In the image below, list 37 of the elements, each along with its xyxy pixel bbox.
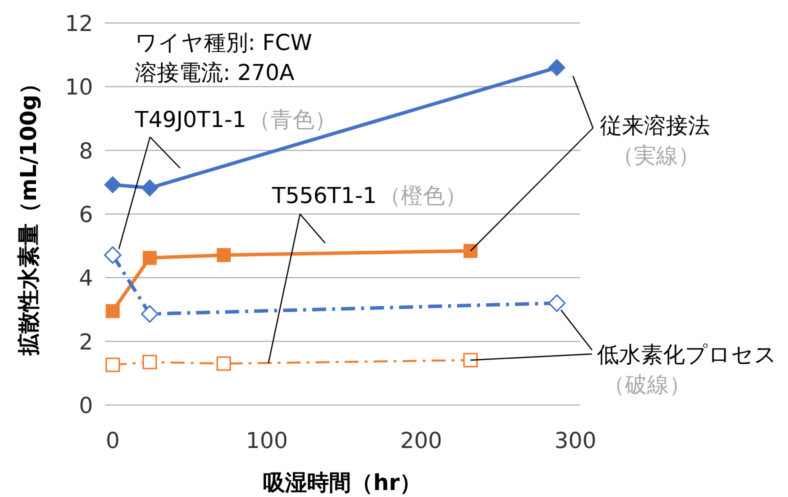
annotation: 従来溶接法: [600, 114, 710, 139]
point: [140, 305, 158, 323]
y-tick-label: 8: [79, 139, 93, 164]
annotation: （橙色）: [378, 184, 467, 209]
annotation: T556T1-1: [271, 184, 377, 209]
annotation: 低水素化プロセス: [597, 343, 777, 368]
y-tick-label: 0: [79, 394, 93, 419]
y-tick-label: 10: [65, 76, 93, 101]
point: [106, 304, 120, 318]
x-tick-label: 200: [400, 429, 442, 454]
x-tick-label: 100: [246, 429, 288, 454]
point: [142, 250, 157, 265]
annotation: 溶接電流: 270A: [135, 61, 294, 86]
point: [216, 356, 231, 371]
point: [463, 352, 478, 368]
y-tick-label: 12: [65, 12, 93, 37]
x-tick-label: 300: [554, 429, 596, 454]
point: [104, 246, 122, 264]
y-axis-title: 拡散性水素量（mL/100g）: [17, 72, 42, 356]
point: [464, 244, 478, 258]
y-tick-label: 6: [79, 203, 93, 228]
annotation: （青色）: [248, 108, 336, 133]
annotation: T49J0T1-1: [134, 108, 246, 133]
text: （実線）: [612, 144, 700, 169]
y-tick-label: 4: [79, 266, 93, 292]
annotation: ワイヤ種別: FCW: [135, 31, 312, 56]
y-tick-label: 2: [79, 330, 93, 356]
point: [105, 358, 120, 372]
point: [548, 59, 566, 76]
text: （破線）: [603, 373, 691, 398]
point: [548, 294, 566, 312]
x-tick-label: 0: [106, 429, 120, 454]
point: [141, 179, 158, 196]
point: [104, 176, 122, 194]
x-axis-title: 吸湿時間（hr）: [263, 471, 422, 496]
point: [216, 248, 231, 262]
point: [142, 354, 157, 370]
